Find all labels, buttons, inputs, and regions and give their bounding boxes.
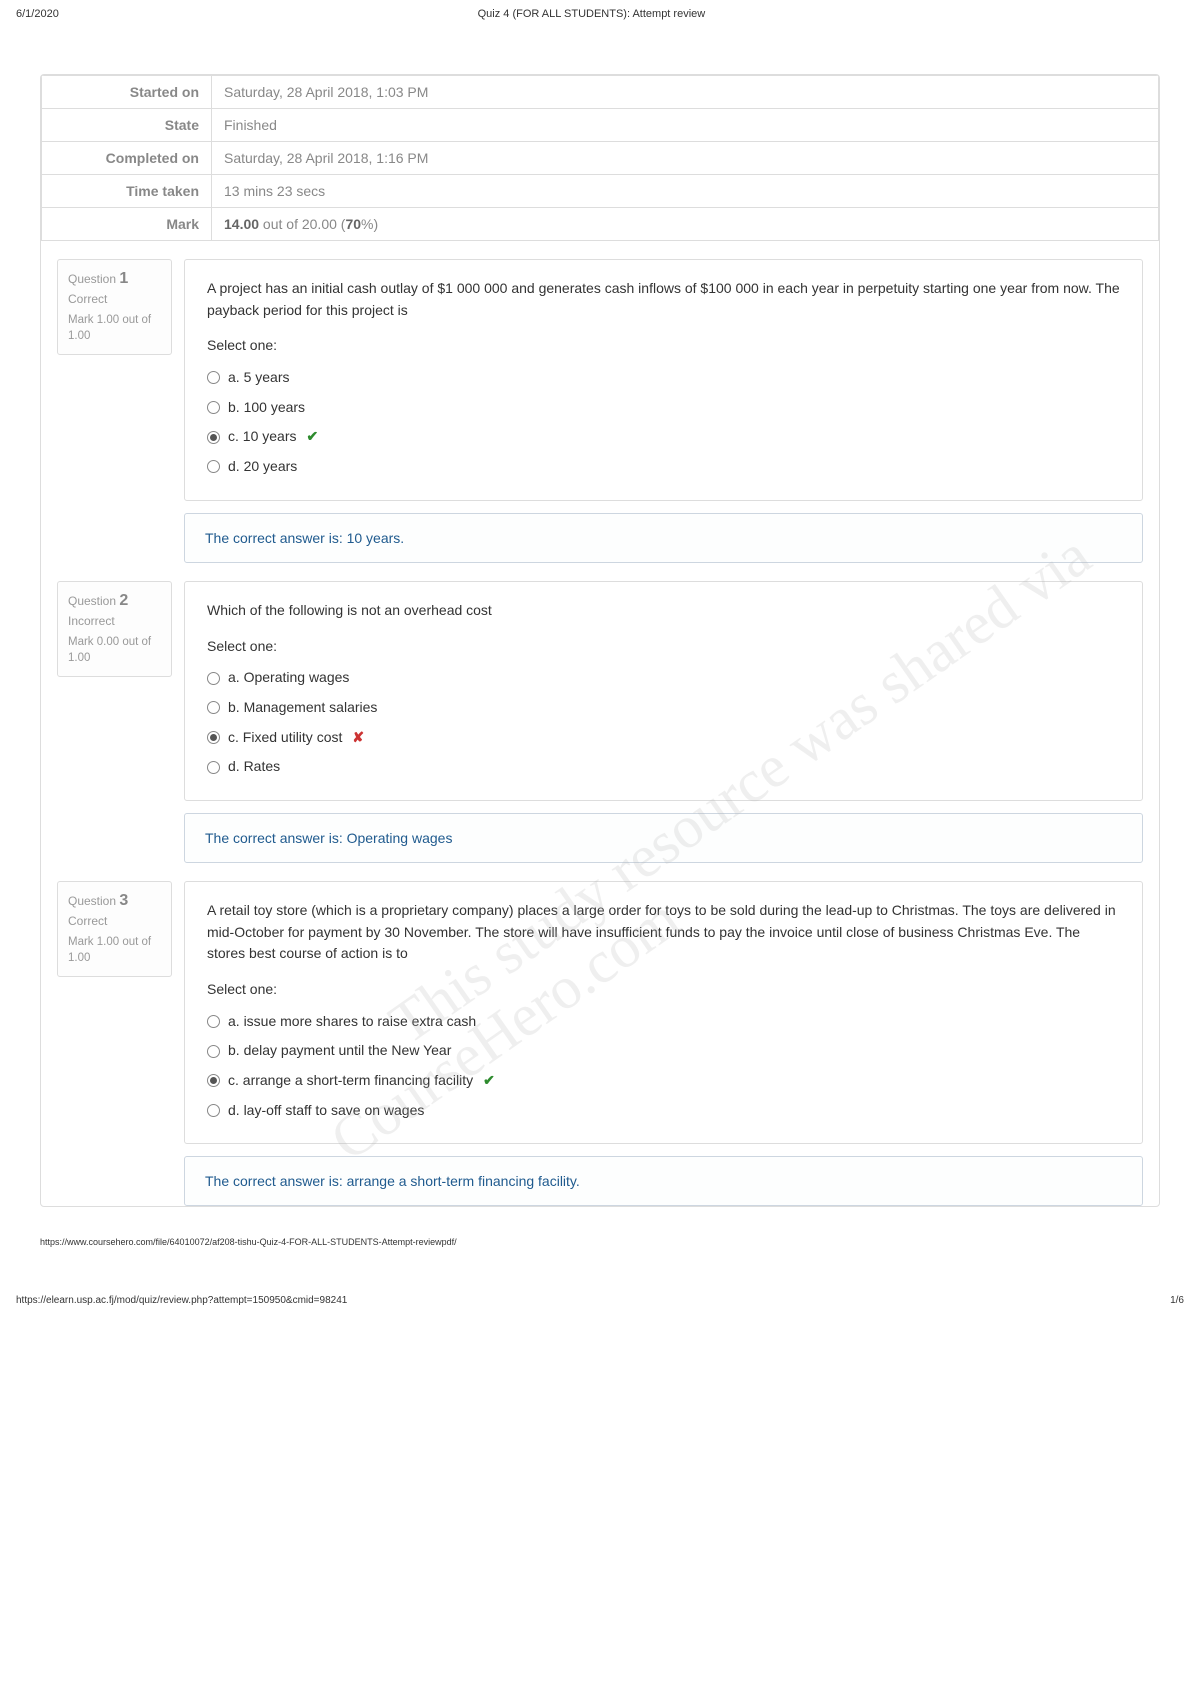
quiz-review-container: This study resource was shared via Cours…	[40, 74, 1160, 1207]
option-label: b. delay payment until the New Year	[228, 1040, 451, 1062]
answer-option[interactable]: a. issue more shares to raise extra cash	[207, 1007, 1120, 1037]
feedback-box: The correct answer is: 10 years.	[184, 513, 1143, 563]
radio-icon[interactable]	[207, 1015, 220, 1028]
question-number: 3	[119, 892, 128, 909]
summary-value-state: Finished	[212, 109, 1159, 142]
option-label: d. Rates	[228, 756, 280, 778]
print-date: 6/1/2020	[16, 8, 59, 20]
print-title: Quiz 4 (FOR ALL STUDENTS): Attempt revie…	[59, 8, 1124, 20]
option-label: a. 5 years	[228, 367, 289, 389]
summary-value-completed: Saturday, 28 April 2018, 1:16 PM	[212, 142, 1159, 175]
page-print-footer: https://elearn.usp.ac.fj/mod/quiz/review…	[0, 1255, 1200, 1318]
attempt-summary-table: Started on Saturday, 28 April 2018, 1:03…	[41, 75, 1159, 241]
answer-option[interactable]: d. lay-off staff to save on wages	[207, 1096, 1120, 1126]
question-number: 1	[119, 270, 128, 287]
option-label: d. lay-off staff to save on wages	[228, 1100, 424, 1122]
question-status: Correct	[68, 914, 161, 928]
question-block: Question 1 Correct Mark 1.00 out of 1.00 A …	[57, 259, 1143, 501]
answer-option[interactable]: d. Rates	[207, 752, 1120, 782]
radio-icon[interactable]	[207, 371, 220, 384]
answer-option[interactable]: b. delay payment until the New Year	[207, 1036, 1120, 1066]
check-icon: ✔	[483, 1070, 495, 1092]
summary-label-completed: Completed on	[42, 142, 212, 175]
question-mark: Mark 1.00 out of 1.00	[68, 312, 161, 344]
question-status: Incorrect	[68, 614, 161, 628]
coursehero-url: https://www.coursehero.com/file/64010072…	[40, 1237, 1160, 1247]
question-label: Question	[68, 894, 119, 908]
cross-icon: ✘	[352, 727, 364, 749]
table-row: Started on Saturday, 28 April 2018, 1:03…	[42, 76, 1159, 109]
select-one-label: Select one:	[207, 335, 1120, 357]
table-row: Completed on Saturday, 28 April 2018, 1:…	[42, 142, 1159, 175]
question-block: Question 2 Incorrect Mark 0.00 out of 1.00…	[57, 581, 1143, 801]
question-number: 2	[119, 592, 128, 609]
check-icon: ✔	[306, 426, 318, 448]
answer-option[interactable]: b. Management salaries	[207, 693, 1120, 723]
table-row: Time taken 13 mins 23 secs	[42, 175, 1159, 208]
summary-label-started: Started on	[42, 76, 212, 109]
feedback-box: The correct answer is: arrange a short-t…	[184, 1156, 1143, 1206]
radio-icon[interactable]	[207, 431, 220, 444]
table-row: State Finished	[42, 109, 1159, 142]
radio-icon[interactable]	[207, 1045, 220, 1058]
question-label: Question	[68, 594, 119, 608]
answer-option[interactable]: c. arrange a short-term financing facili…	[207, 1066, 1120, 1096]
summary-value-started: Saturday, 28 April 2018, 1:03 PM	[212, 76, 1159, 109]
radio-icon[interactable]	[207, 731, 220, 744]
question-block: Question 3 Correct Mark 1.00 out of 1.00 A …	[57, 881, 1143, 1145]
option-label: c. 10 years	[228, 426, 296, 448]
mark-end: %)	[361, 216, 378, 232]
answer-option[interactable]: c. Fixed utility cost ✘	[207, 723, 1120, 753]
select-one-label: Select one:	[207, 636, 1120, 658]
option-label: a. issue more shares to raise extra cash	[228, 1011, 476, 1033]
question-info: Question 3 Correct Mark 1.00 out of 1.00	[57, 881, 172, 977]
radio-icon[interactable]	[207, 460, 220, 473]
question-status: Correct	[68, 292, 161, 306]
page-print-header: 6/1/2020 Quiz 4 (FOR ALL STUDENTS): Atte…	[0, 0, 1200, 24]
radio-icon[interactable]	[207, 701, 220, 714]
question-body: A retail toy store (which is a proprieta…	[184, 881, 1143, 1145]
option-label: b. 100 years	[228, 397, 305, 419]
summary-value-time: 13 mins 23 secs	[212, 175, 1159, 208]
mark-score: 14.00	[224, 216, 259, 232]
question-mark: Mark 1.00 out of 1.00	[68, 934, 161, 966]
page-number: 1/6	[1170, 1295, 1184, 1306]
question-text: A retail toy store (which is a proprieta…	[207, 900, 1120, 965]
table-row: Mark 14.00 out of 20.00 (70%)	[42, 208, 1159, 241]
option-label: b. Management salaries	[228, 697, 377, 719]
source-url: https://elearn.usp.ac.fj/mod/quiz/review…	[16, 1295, 347, 1306]
radio-icon[interactable]	[207, 1104, 220, 1117]
answer-option[interactable]: a. 5 years	[207, 363, 1120, 393]
question-body: A project has an initial cash outlay of …	[184, 259, 1143, 501]
question-text: A project has an initial cash outlay of …	[207, 278, 1120, 321]
option-label: d. 20 years	[228, 456, 297, 478]
question-mark: Mark 0.00 out of 1.00	[68, 634, 161, 666]
answer-option[interactable]: a. Operating wages	[207, 663, 1120, 693]
answer-option[interactable]: b. 100 years	[207, 393, 1120, 423]
radio-icon[interactable]	[207, 401, 220, 414]
feedback-box: The correct answer is: Operating wages	[184, 813, 1143, 863]
question-info: Question 1 Correct Mark 1.00 out of 1.00	[57, 259, 172, 355]
option-label: c. Fixed utility cost	[228, 727, 342, 749]
print-spacer	[1124, 8, 1184, 20]
mark-pct: 70	[345, 216, 361, 232]
radio-icon[interactable]	[207, 672, 220, 685]
answer-option[interactable]: c. 10 years ✔	[207, 422, 1120, 452]
summary-value-mark: 14.00 out of 20.00 (70%)	[212, 208, 1159, 241]
select-one-label: Select one:	[207, 979, 1120, 1001]
question-info: Question 2 Incorrect Mark 0.00 out of 1.00	[57, 581, 172, 677]
option-label: c. arrange a short-term financing facili…	[228, 1070, 473, 1092]
question-text: Which of the following is not an overhea…	[207, 600, 1120, 622]
question-label: Question	[68, 272, 119, 286]
mark-mid: out of 20.00 (	[259, 216, 345, 232]
question-body: Which of the following is not an overhea…	[184, 581, 1143, 801]
radio-icon[interactable]	[207, 1074, 220, 1087]
summary-label-state: State	[42, 109, 212, 142]
option-label: a. Operating wages	[228, 667, 349, 689]
radio-icon[interactable]	[207, 761, 220, 774]
summary-label-mark: Mark	[42, 208, 212, 241]
answer-option[interactable]: d. 20 years	[207, 452, 1120, 482]
summary-label-time: Time taken	[42, 175, 212, 208]
